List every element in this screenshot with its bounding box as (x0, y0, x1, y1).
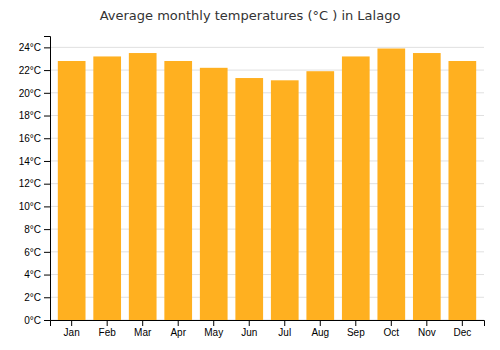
tick-label: 2°C (24, 292, 41, 303)
tick-label: 24°C (19, 42, 41, 53)
tick-mark (44, 297, 50, 298)
tick-mark (249, 320, 250, 326)
bar (413, 53, 441, 320)
bar (271, 80, 299, 320)
axis-line (51, 321, 485, 327)
tick: 14°C (19, 156, 50, 167)
tick-label: Mar (134, 327, 152, 338)
tick: Feb (99, 320, 117, 338)
tick-mark (44, 252, 50, 253)
tick-mark (44, 116, 50, 117)
tick: Dec (453, 320, 471, 338)
tick-label: Jan (64, 327, 80, 338)
tick-label: 10°C (19, 201, 41, 212)
tick: 8°C (24, 224, 50, 235)
tick-mark (426, 320, 427, 326)
tick-label: May (204, 327, 223, 338)
tick: 4°C (24, 269, 50, 280)
tick-label: 18°C (19, 110, 41, 121)
tick: 0°C (24, 315, 50, 326)
tick-mark (44, 320, 50, 321)
bars (58, 48, 476, 320)
tick-label: Apr (170, 327, 186, 338)
chart: Average monthly temperatures (°C ) in La… (0, 0, 500, 350)
bar (235, 78, 263, 320)
bar (164, 61, 192, 320)
tick-label: Jun (241, 327, 257, 338)
tick: Oct (384, 320, 400, 338)
tick: 24°C (19, 42, 50, 53)
tick: 16°C (19, 133, 50, 144)
tick: 6°C (24, 247, 50, 258)
tick-label: 16°C (19, 133, 41, 144)
bar (200, 68, 228, 320)
grid-line (50, 47, 484, 48)
tick-mark (462, 320, 463, 326)
tick: Jul (278, 320, 291, 338)
tick-mark (142, 320, 143, 326)
tick: Jan (64, 320, 80, 338)
tick: Apr (170, 320, 186, 338)
tick-label: Dec (453, 327, 471, 338)
tick-mark (391, 320, 392, 326)
tick-label: 8°C (24, 224, 41, 235)
tick-label: 20°C (19, 88, 41, 99)
tick-label: Jul (278, 327, 291, 338)
bar (306, 71, 334, 320)
tick: May (204, 320, 223, 338)
tick-mark (44, 138, 50, 139)
x-axis: Jan Feb Mar Apr May Jun Jul Aug Sep Oct Nov Dec (51, 320, 485, 338)
tick-label: 0°C (24, 315, 41, 326)
tick-mark (44, 70, 50, 71)
tick-mark (178, 320, 179, 326)
bar (58, 61, 86, 320)
tick: 2°C (24, 292, 50, 303)
bar (377, 48, 405, 320)
tick-label: Aug (311, 327, 329, 338)
tick-mark (320, 320, 321, 326)
tick-mark (71, 320, 72, 326)
tick-label: 14°C (19, 156, 41, 167)
tick-label: 6°C (24, 247, 41, 258)
tick-mark (107, 320, 108, 326)
tick-label: 22°C (19, 65, 41, 76)
tick-label: Oct (384, 327, 400, 338)
bar (93, 56, 121, 320)
tick: Jun (241, 320, 257, 338)
tick-mark (44, 275, 50, 276)
axis-line (44, 37, 51, 321)
bar (448, 61, 476, 320)
tick: Nov (418, 320, 436, 338)
tick-mark (44, 47, 50, 48)
bar (129, 53, 157, 320)
tick-mark (44, 93, 50, 94)
tick: 20°C (19, 88, 50, 99)
tick-label: 4°C (24, 269, 41, 280)
tick: 10°C (19, 201, 50, 212)
grid (50, 47, 484, 320)
y-axis: 0°C 2°C 4°C 6°C 8°C 10°C 12°C 14°C 16°C 18°C 20°C 2… (19, 37, 51, 326)
tick-label: Sep (347, 327, 365, 338)
tick-mark (44, 184, 50, 185)
tick: 18°C (19, 110, 50, 121)
tick-label: 12°C (19, 178, 41, 189)
tick: Mar (134, 320, 152, 338)
tick: 22°C (19, 65, 50, 76)
tick: 12°C (19, 178, 50, 189)
tick-label: Feb (99, 327, 117, 338)
title: Average monthly temperatures (°C ) in La… (100, 8, 401, 23)
tick: Aug (311, 320, 329, 338)
tick-mark (44, 206, 50, 207)
plot: 0°C 2°C 4°C 6°C 8°C 10°C 12°C 14°C 16°C 18°C 20°C 2… (19, 37, 485, 339)
tick: Sep (347, 320, 365, 338)
bar (342, 56, 370, 320)
tick-mark (44, 229, 50, 230)
tick-label: Nov (418, 327, 436, 338)
tick-mark (355, 320, 356, 326)
tick-mark (213, 320, 214, 326)
tick-mark (44, 161, 50, 162)
tick-mark (284, 320, 285, 326)
